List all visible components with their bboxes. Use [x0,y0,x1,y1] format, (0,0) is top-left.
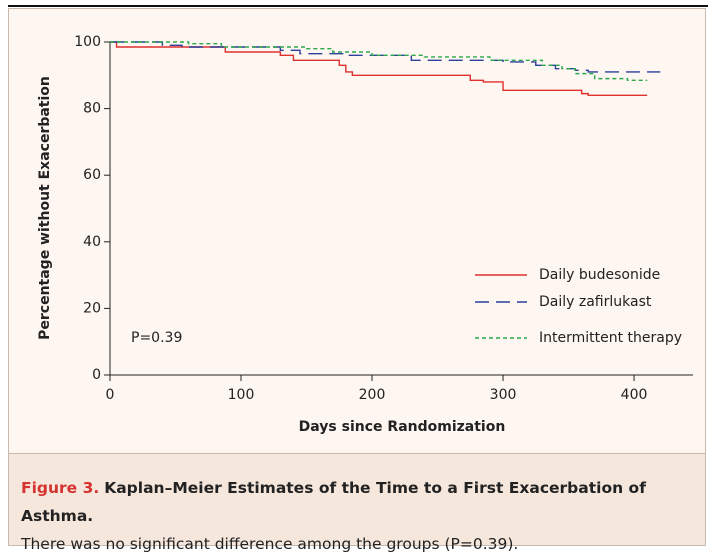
y-tick-label: 100 [74,34,101,50]
legend-label: Intermittent therapy [539,330,682,346]
caption-title: Kaplan–Meier Estimates of the Time to a … [21,479,646,525]
legend-label: Daily budesonide [539,267,660,283]
y-tick-label: 20 [83,300,101,316]
x-tick-label: 100 [228,387,255,403]
x-tick-label: 200 [359,387,386,403]
caption-text: There was no significant difference amon… [21,535,519,553]
legend-label: Daily zafirlukast [539,294,652,310]
annotation: P=0.39 [131,330,182,346]
y-tick-label: 0 [92,367,101,383]
y-tick-label: 60 [83,167,101,183]
x-tick-label: 0 [106,387,115,403]
survival-curve [110,41,661,73]
y-tick-label: 80 [83,101,101,117]
caption-figure: Figure 3. [21,479,100,497]
caption: Figure 3. Kaplan–Meier Estimates of the … [8,453,706,553]
survival-curve [110,41,648,96]
x-tick-label: 400 [621,387,648,403]
y-tick-label: 40 [83,234,101,250]
survival-curve [110,41,648,81]
y-axis-label: Percentage without Exacerbation [37,76,53,340]
chart-panel [8,8,706,454]
x-axis-label: Days since Randomization [299,419,506,435]
chart: Percentage without Exacerbation Days sin… [37,34,693,435]
x-tick-label: 300 [490,387,517,403]
top-rule [8,5,708,7]
